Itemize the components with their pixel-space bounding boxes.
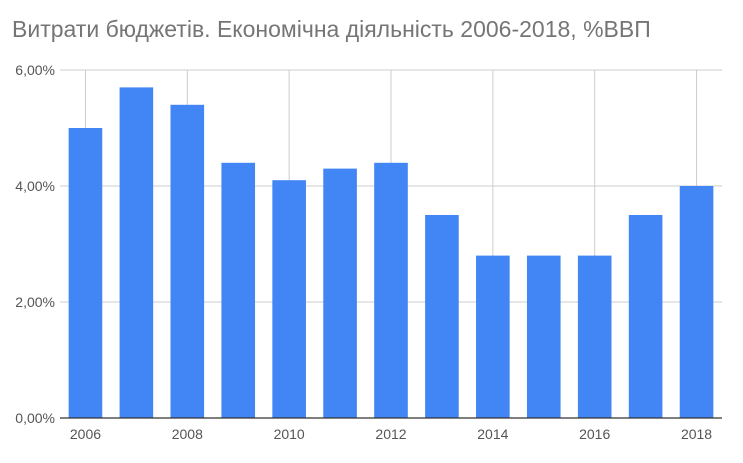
y-tick-labels: 0,00% 2,00% 4,00% 6,00%: [15, 62, 55, 426]
bar-2007: [119, 87, 154, 419]
x-tick-label: 2006: [70, 426, 101, 442]
x-tick-label: 2018: [681, 426, 712, 442]
bar-2011: [323, 168, 357, 418]
bar-2012: [374, 162, 408, 418]
bar-2016: [577, 255, 612, 418]
x-tick-label: 2008: [172, 426, 203, 442]
bar-2010: [272, 180, 306, 418]
bar-2008: [170, 104, 205, 419]
bar-2018: [679, 186, 714, 418]
bar-2015: [526, 255, 561, 418]
x-tick-label: 2012: [375, 426, 406, 442]
bar-2009: [221, 162, 256, 418]
y-tick-label: 4,00%: [15, 178, 55, 194]
bar-2006: [68, 128, 103, 418]
chart-title: Витрати бюджетів. Економічна діяльність …: [12, 16, 651, 42]
y-tick-label: 0,00%: [15, 410, 55, 426]
x-tick-labels: 2006 2008 2010 2012 2014 2016 2018: [70, 426, 712, 442]
y-tick-label: 6,00%: [15, 62, 55, 78]
x-tick-label: 2016: [579, 426, 610, 442]
bar-2014: [476, 255, 510, 418]
bar-2017: [628, 215, 663, 418]
y-tick-label: 2,00%: [15, 294, 55, 310]
x-tick-label: 2014: [477, 426, 508, 442]
x-tick-label: 2010: [274, 426, 305, 442]
bars: [68, 87, 714, 419]
bar-2013: [425, 215, 459, 418]
